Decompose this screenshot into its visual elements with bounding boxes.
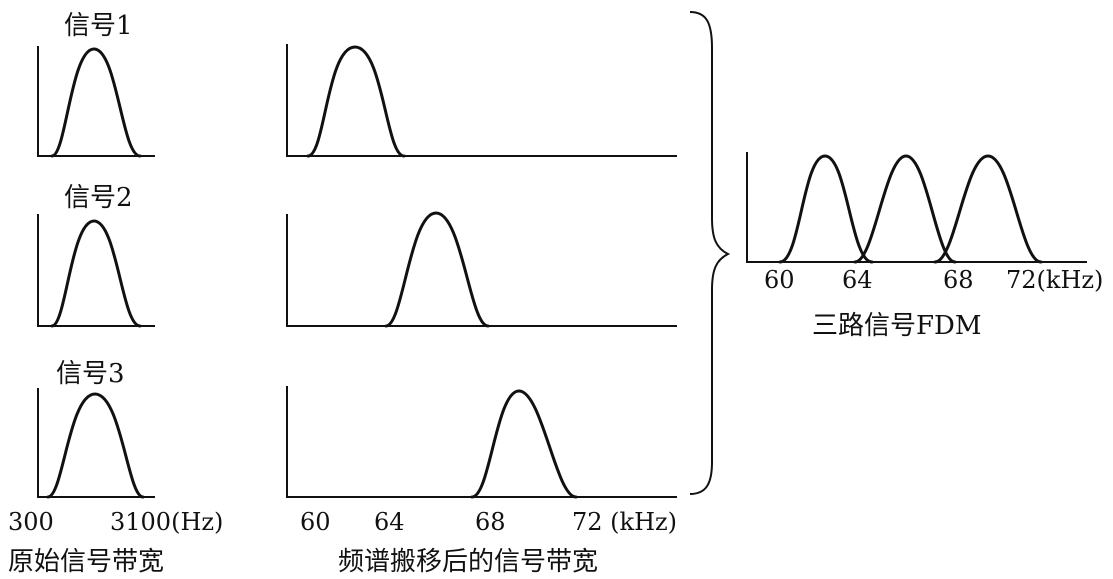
signal-1-label: 信号1 (64, 11, 133, 41)
spectrum-curve (50, 219, 142, 328)
spectrum-curve (306, 45, 406, 158)
fdm-tick-72: 72(kHz) (1006, 266, 1103, 294)
signal-2-label: 信号2 (64, 183, 133, 213)
spectrum-curve (384, 211, 490, 328)
axis (286, 214, 677, 327)
original-spectrum-3 (37, 388, 155, 499)
fdm-curve-3 (933, 154, 1043, 264)
spectrum-curve (50, 47, 142, 158)
shifted-tick-64: 64 (374, 508, 405, 536)
axis (37, 46, 155, 157)
axis (286, 386, 677, 498)
shifted-spectrum-2 (286, 211, 677, 328)
original-spectrum-2 (37, 214, 155, 328)
shifted-tick-72: 72 (kHz) (572, 508, 677, 536)
fdm-tick-60: 60 (764, 266, 795, 294)
shifted-spectrum-3 (286, 386, 677, 499)
original-spectrum-1 (37, 46, 155, 158)
original-low-label: 300 (8, 508, 54, 536)
original-high-label: 3100(Hz) (110, 508, 223, 536)
fdm-caption: 三路信号FDM (812, 311, 982, 341)
axis (37, 388, 155, 498)
fdm-curve-2 (853, 154, 957, 264)
shifted-spectrum-1 (286, 44, 677, 158)
shifted-caption: 频谱搬移后的信号带宽 (338, 547, 598, 577)
original-caption: 原始信号带宽 (8, 547, 164, 577)
axis (37, 214, 155, 327)
axis (286, 44, 677, 157)
fdm-spectrum (746, 152, 1087, 264)
shifted-tick-60: 60 (300, 508, 331, 536)
signal-3-label: 信号3 (56, 359, 125, 389)
fdm-tick-64: 64 (842, 266, 873, 294)
axis (746, 152, 1087, 263)
shifted-tick-68: 68 (475, 508, 506, 536)
fdm-tick-68: 68 (943, 266, 974, 294)
spectrum-curve (470, 389, 578, 499)
spectrum-curve (46, 392, 145, 499)
combine-brace (689, 11, 731, 495)
fdm-curve-1 (778, 154, 874, 264)
